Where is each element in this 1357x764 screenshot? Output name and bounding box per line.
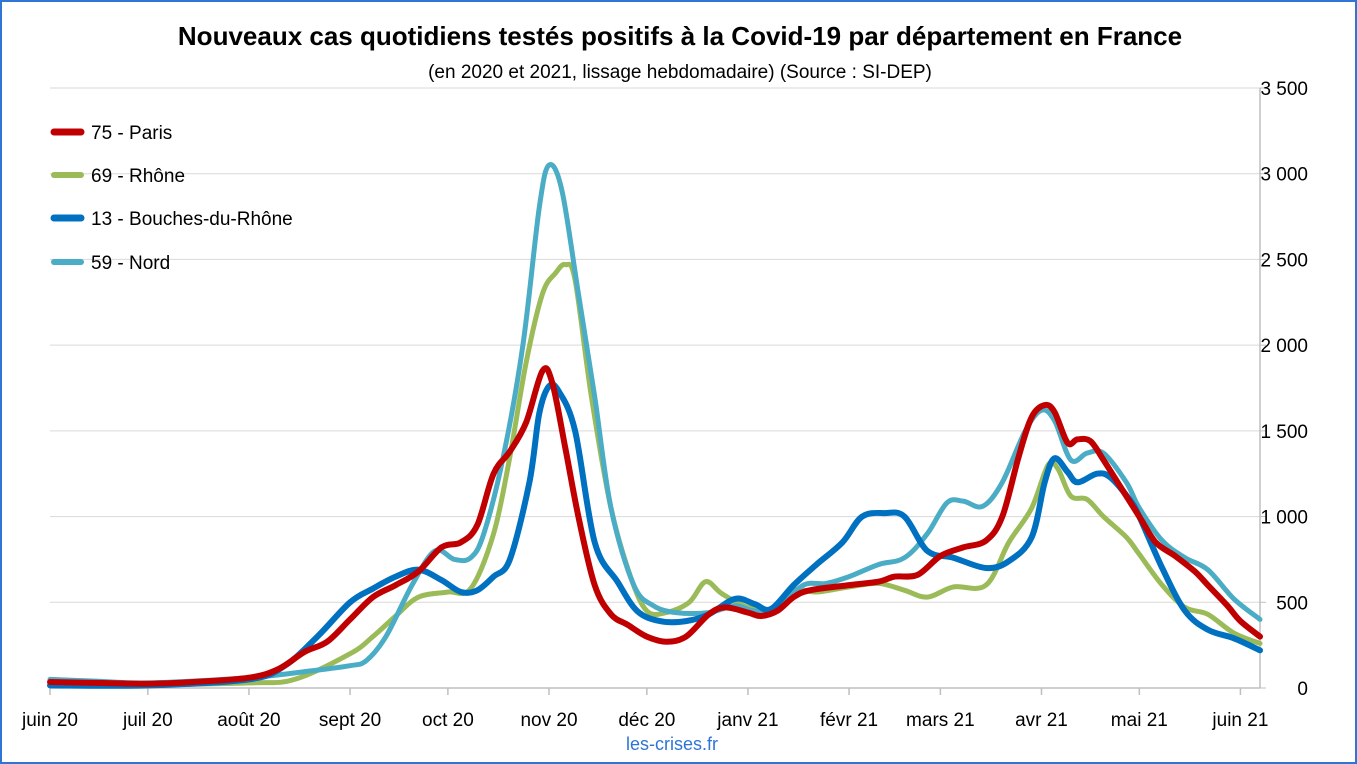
x-tick-label: août 20 [217, 710, 280, 731]
grid [50, 87, 1260, 603]
source-note: les-crises.fr [626, 734, 718, 754]
x-tick-label: oct 20 [422, 710, 474, 731]
x-tick-label: juin 20 [21, 710, 78, 731]
y-tick-label: 500 [1276, 593, 1308, 614]
y-tick-label: 2 000 [1260, 336, 1308, 357]
series-line-59-nord [47, 162, 1263, 686]
y-tick-label: 3 000 [1260, 165, 1308, 186]
y-tick-label: 2 500 [1260, 250, 1308, 271]
series-line-69-rhone [47, 261, 1263, 688]
x-tick-label: mars 21 [906, 710, 975, 731]
y-tick-label: 1 500 [1260, 422, 1308, 443]
x-tick-label: juil 20 [122, 710, 173, 731]
series-lines [47, 162, 1263, 689]
chart-title: Nouveaux cas quotidiens testés positifs … [178, 21, 1182, 51]
y-tick-label: 1 000 [1260, 508, 1308, 529]
x-tick-label: sept 20 [319, 710, 381, 731]
legend-label: 13 - Bouches-du-Rhône [91, 209, 293, 230]
legend: 75 - Paris 69 - Rhône 13 - Bouches-du-Rhôn… [50, 123, 293, 274]
x-tick-label: févr 21 [820, 710, 878, 731]
y-tick-label: 3 500 [1260, 79, 1308, 100]
x-tick-label: mai 21 [1111, 710, 1168, 731]
y-tick-label: 0 [1297, 679, 1308, 700]
axes: 0 500 1 000 1 500 2 000 2 500 3 000 3 500 juin 2… [21, 79, 1308, 731]
x-tick-label: déc 20 [618, 710, 675, 731]
x-tick-label: avr 21 [1015, 710, 1068, 731]
x-tick-label: juin 21 [1211, 710, 1268, 731]
legend-label: 69 - Rhône [91, 166, 185, 187]
chart-subtitle: (en 2020 et 2021, lissage hebdomadaire) … [428, 62, 932, 83]
x-tick-label: janv 21 [716, 710, 778, 731]
legend-label: 75 - Paris [91, 123, 172, 144]
series-line-75-paris [47, 365, 1263, 687]
x-tick-label: nov 20 [520, 710, 577, 731]
legend-label: 59 - Nord [91, 253, 170, 274]
